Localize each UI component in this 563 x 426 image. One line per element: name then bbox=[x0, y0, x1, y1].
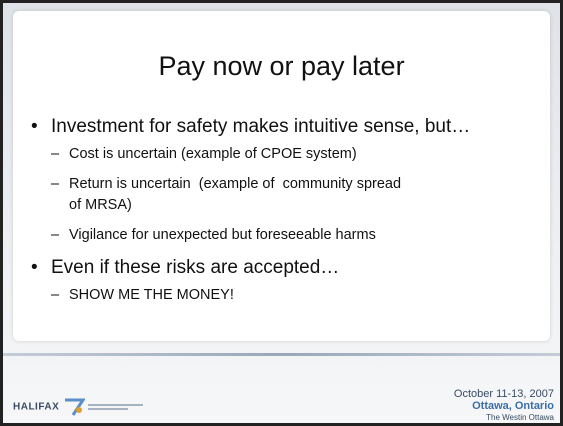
event-location: Ottawa, Ontario bbox=[472, 400, 554, 412]
bullet-text: Investment for safety makes intuitive se… bbox=[51, 116, 471, 137]
bullet: Even if these risks are accepted… SHOW ME… bbox=[31, 255, 536, 306]
bullet-list: Investment for safety makes intuitive se… bbox=[31, 114, 536, 315]
bullet-text: Even if these risks are accepted… bbox=[51, 257, 340, 278]
event-dates: October 11-13, 2007 bbox=[453, 388, 554, 400]
event-info: October 11-13, 2007 Ottawa, Ontario The … bbox=[454, 388, 554, 424]
sub-bullet: Return is uncertain (example of communit… bbox=[51, 174, 409, 216]
logo: HALIFAX bbox=[13, 398, 148, 416]
slide-title: Pay now or pay later bbox=[158, 51, 405, 81]
logo-mark bbox=[64, 398, 86, 416]
logo-subtext bbox=[87, 404, 143, 410]
bullet: Investment for safety makes intuitive se… bbox=[31, 114, 536, 246]
sub-bullet: Cost is uncertain (example of CPOE syste… bbox=[51, 144, 529, 165]
footer-stripe bbox=[3, 353, 560, 356]
logo-text: HALIFAX bbox=[13, 401, 60, 413]
slide-panel: Pay now or pay later Investment for safe… bbox=[13, 11, 550, 341]
event-venue: The Westin Ottawa bbox=[486, 413, 554, 422]
sub-list: SHOW ME THE MONEY! bbox=[51, 285, 536, 306]
sub-bullet: Vigilance for unexpected but foreseeable… bbox=[51, 225, 529, 246]
sub-list: Cost is uncertain (example of CPOE syste… bbox=[51, 144, 536, 246]
sub-bullet: SHOW ME THE MONEY! bbox=[51, 285, 529, 306]
